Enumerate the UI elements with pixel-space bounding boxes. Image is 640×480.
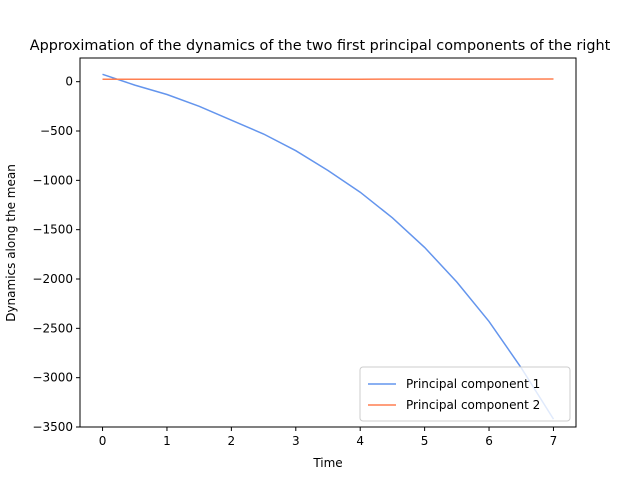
x-tick-label: 1	[163, 434, 171, 448]
legend-box	[359, 366, 571, 422]
x-tick-label: 6	[485, 434, 493, 448]
y-axis-label: Dynamics along the mean	[4, 164, 18, 322]
y-tick-label: −500	[40, 124, 73, 138]
x-tick-label: 0	[99, 434, 107, 448]
legend-label-2: Principal component 2	[406, 398, 540, 412]
x-tick-label: 3	[292, 434, 300, 448]
x-tick-label: 7	[550, 434, 558, 448]
plot-area	[79, 57, 577, 428]
axes-frame	[79, 57, 577, 428]
legend: Principal component 1 Principal component…	[359, 366, 571, 422]
y-tick-label: 0	[65, 75, 73, 89]
y-tick-label: −1000	[32, 173, 73, 187]
y-axis: 0 −500 −1000 −1500 −2000 −2500 −3000 −3500	[32, 75, 80, 434]
x-axis: 0 1 2 3 4 5 6 7	[99, 427, 558, 448]
series-line-1	[102, 73, 555, 420]
legend-label-1: Principal component 1	[406, 377, 540, 391]
y-tick-label: −1500	[32, 223, 73, 237]
x-tick-label: 4	[356, 434, 364, 448]
series-layer	[102, 73, 555, 420]
x-tick-label: 5	[421, 434, 429, 448]
x-tick-label: 2	[228, 434, 236, 448]
y-tick-label: −2000	[32, 272, 73, 286]
x-axis-label: Time	[312, 456, 342, 470]
chart-title: Approximation of the dynamics of the two…	[30, 38, 611, 54]
y-tick-label: −2500	[32, 321, 73, 335]
y-tick-label: −3500	[32, 420, 73, 434]
y-tick-label: −3000	[32, 371, 73, 385]
